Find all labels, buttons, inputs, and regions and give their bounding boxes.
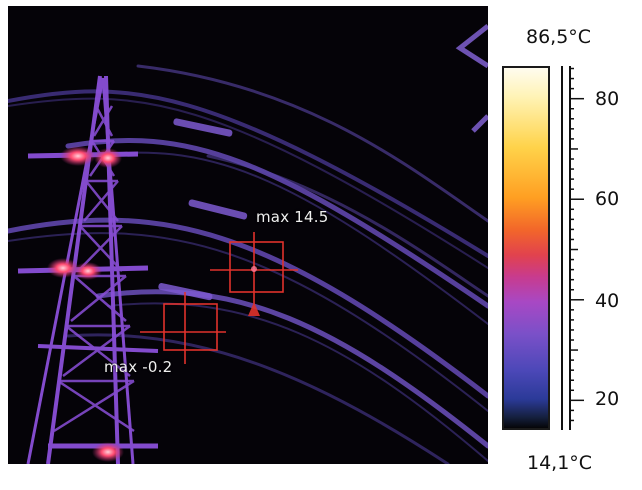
measurement-label-1: max 14.5: [256, 208, 329, 226]
scale-tick-80: 80: [595, 88, 620, 110]
thermal-image: max 14.5 max -0.2: [8, 6, 488, 464]
scale-tick-40: 40: [595, 290, 620, 312]
distant-structure: [455, 24, 488, 133]
measurement-box-2[interactable]: [140, 292, 226, 364]
scale-min-temperature: 14,1°C: [527, 452, 593, 474]
scale-max-temperature: 86,5°C: [526, 26, 592, 48]
thermal-scene: [8, 24, 488, 464]
measurement-label-2: max -0.2: [104, 358, 173, 376]
color-scale-bar: [502, 66, 550, 430]
scale-tick-20: 20: [595, 388, 620, 410]
hot-spots: [47, 146, 124, 462]
insulators: [158, 118, 248, 301]
scale-tick-60: 60: [595, 188, 620, 210]
measurement-marker-1: [248, 302, 260, 316]
